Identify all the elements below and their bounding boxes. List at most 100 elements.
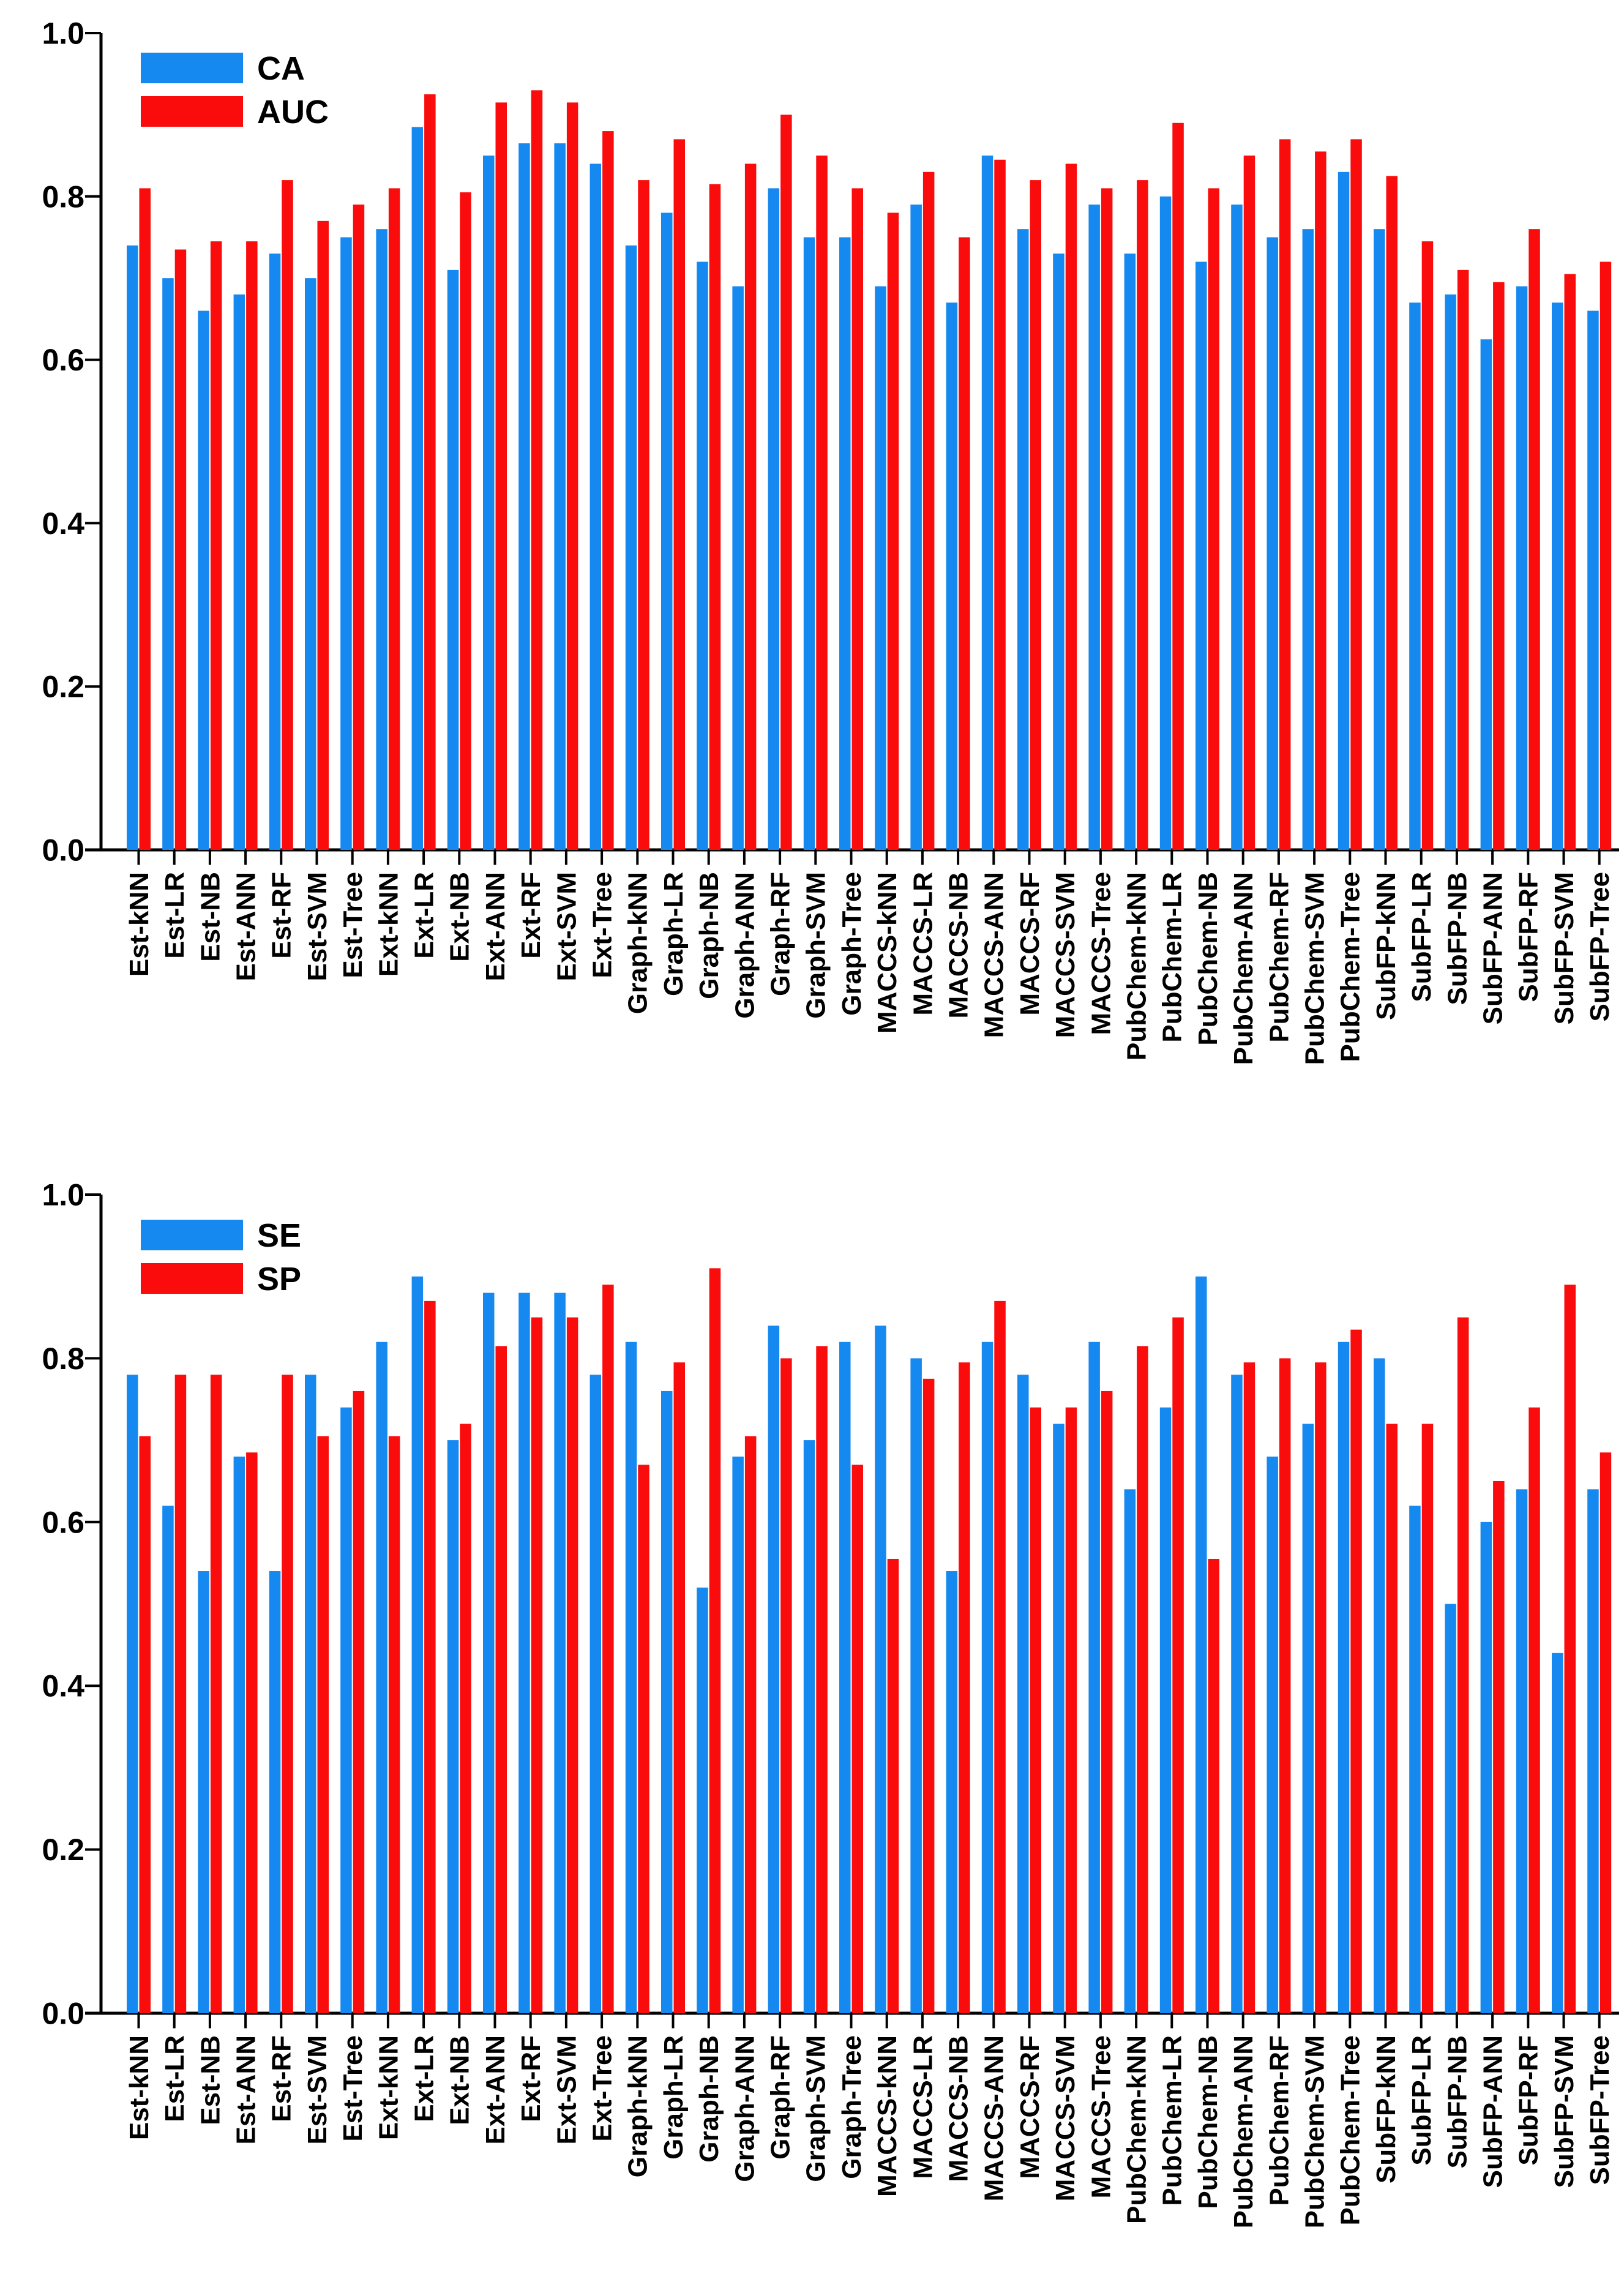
bar: [269, 1571, 281, 2013]
bar: [946, 1571, 958, 2013]
x-tick-label: PubChem-SVM: [1300, 2035, 1330, 2228]
legend-swatch: [141, 1220, 243, 1250]
bar: [317, 1436, 329, 2013]
bar: [887, 212, 899, 850]
bar: [139, 1436, 151, 2013]
bar: [1374, 1358, 1385, 2013]
x-tick-label: Ext-NB: [445, 2035, 475, 2125]
x-tick-label: Graph-kNN: [623, 872, 653, 1014]
bar: [981, 156, 993, 850]
bar: [1552, 302, 1563, 850]
legend-swatch: [141, 1263, 243, 1294]
bar: [638, 180, 649, 850]
bar: [959, 1362, 970, 2013]
y-tick-label: 0.0: [42, 1997, 84, 2031]
bar: [1030, 180, 1041, 850]
bar: [625, 245, 637, 850]
bar: [305, 1375, 316, 2013]
bar: [1564, 274, 1576, 850]
bar: [697, 261, 708, 850]
bar: [246, 241, 258, 850]
bar: [1267, 237, 1278, 850]
x-tick-label: SubFP-SVM: [1549, 2035, 1579, 2188]
x-tick-label: SubFP-kNN: [1371, 2035, 1401, 2183]
bar: [424, 94, 436, 850]
x-tick-label: Est-Tree: [338, 2035, 368, 2142]
bar: [625, 1342, 637, 2013]
bar: [1196, 261, 1207, 850]
bar: [554, 143, 566, 850]
bar: [1374, 229, 1385, 850]
x-tick-label: Ext-SVM: [552, 872, 582, 981]
bar: [1445, 294, 1456, 850]
x-tick-label: SubFP-ANN: [1478, 872, 1508, 1024]
x-tick-label: MACCS-RF: [1015, 872, 1045, 1016]
bar: [554, 1293, 566, 2013]
x-tick-label: PubChem-ANN: [1229, 872, 1259, 1065]
bar: [839, 1342, 851, 2013]
bar: [851, 188, 863, 850]
bar: [816, 1346, 828, 2013]
x-tick-label: Ext-RF: [516, 872, 546, 959]
bar: [816, 156, 828, 850]
x-tick-label: Ext-LR: [410, 872, 440, 959]
bar: [139, 188, 151, 850]
x-tick-label: MACCS-LR: [908, 2035, 938, 2179]
x-tick-label: SubFP-RF: [1514, 2035, 1544, 2166]
bar: [1600, 1452, 1612, 2013]
bar: [1243, 156, 1255, 850]
bar: [981, 1342, 993, 2013]
x-tick-label: SubFP-NB: [1442, 872, 1472, 1005]
bar: [1030, 1407, 1041, 2013]
bar: [174, 249, 187, 850]
bar: [851, 1465, 863, 2013]
x-tick-label: Est-ANN: [231, 2035, 261, 2144]
bar: [1350, 139, 1362, 850]
y-tick-label: 0.8: [42, 179, 84, 214]
x-tick-label: Graph-SVM: [801, 872, 831, 1019]
bar: [411, 1276, 424, 2013]
bar: [460, 192, 471, 850]
bar: [1529, 1407, 1540, 2013]
x-tick-label: MACCS-LR: [908, 872, 938, 1016]
bar: [495, 1346, 507, 2013]
x-tick-label: Est-LR: [160, 872, 190, 959]
bar: [495, 102, 507, 850]
bar: [1159, 1407, 1172, 2013]
x-tick-label: PubChem-RF: [1264, 2035, 1294, 2206]
y-tick-label: 0.2: [42, 1833, 84, 1867]
bar: [1516, 286, 1528, 850]
bar: [803, 1440, 815, 2013]
bar: [1480, 339, 1492, 850]
x-tick-label: MACCS-Tree: [1086, 2035, 1116, 2199]
bar: [1409, 302, 1421, 850]
x-tick-label: PubChem-Tree: [1336, 872, 1366, 1062]
bar: [162, 1506, 174, 2013]
x-tick-label: Ext-Tree: [588, 872, 618, 978]
bar: [1088, 1342, 1100, 2013]
x-tick-label: PubChem-kNN: [1122, 872, 1152, 1061]
bar: [353, 1391, 365, 2013]
x-tick-label: SubFP-LR: [1407, 872, 1437, 1002]
bar: [1302, 1424, 1314, 2013]
bar: [210, 241, 222, 850]
bar: [994, 1301, 1006, 2013]
bar: [875, 1325, 886, 2013]
y-tick-label: 0.4: [42, 1669, 84, 1703]
bar: [1409, 1506, 1421, 2013]
bar: [282, 1375, 293, 2013]
bar: [1267, 1456, 1278, 2013]
x-tick-label: Graph-ANN: [730, 2035, 760, 2182]
x-tick-label: Graph-Tree: [837, 872, 867, 1016]
bar: [1101, 1391, 1113, 2013]
x-tick-label: SubFP-Tree: [1585, 872, 1615, 1022]
bar: [1338, 1342, 1350, 2013]
x-tick-label: Graph-Tree: [837, 2035, 867, 2179]
x-tick-label: Est-SVM: [302, 2035, 332, 2144]
y-tick-label: 0.2: [42, 670, 84, 704]
bar: [1243, 1362, 1255, 2013]
x-tick-label: Ext-kNN: [373, 2035, 403, 2140]
x-tick-label: Graph-kNN: [623, 2035, 653, 2177]
x-tick-label: Graph-RF: [766, 2035, 796, 2160]
